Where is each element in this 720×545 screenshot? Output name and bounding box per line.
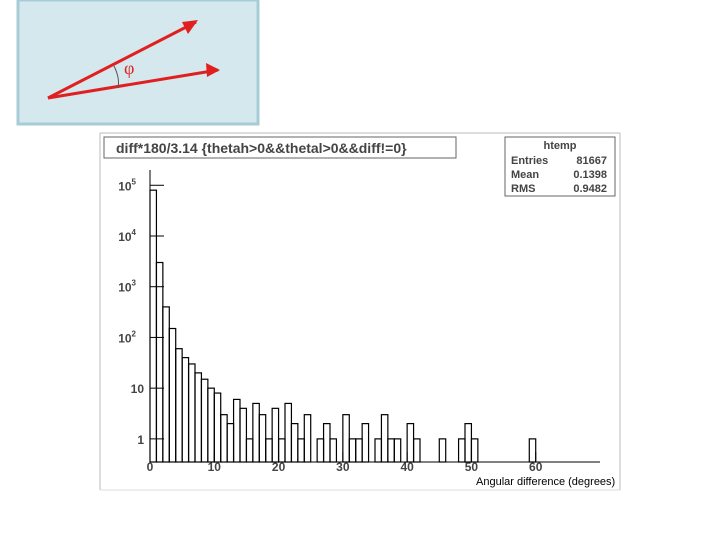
x-axis-title: Angular difference (degrees) bbox=[476, 476, 615, 488]
bin bbox=[265, 438, 273, 463]
bin bbox=[207, 387, 215, 463]
arrow bbox=[47, 68, 219, 100]
bin bbox=[355, 438, 363, 463]
arrow-head bbox=[206, 63, 220, 77]
title-box bbox=[103, 136, 457, 159]
x-tick-label: 30 bbox=[336, 460, 350, 474]
x-tick-label: 20 bbox=[272, 460, 286, 474]
bin bbox=[187, 363, 196, 463]
bin bbox=[213, 392, 222, 463]
y-tick-label: 10 bbox=[131, 382, 145, 396]
stats-value: 81667 bbox=[576, 155, 607, 167]
y-tick-exponent: 2 bbox=[132, 329, 137, 338]
y-tick-base: 10 bbox=[118, 281, 132, 295]
bin bbox=[412, 438, 421, 463]
stats-box bbox=[504, 136, 616, 197]
bin bbox=[470, 438, 479, 463]
bin bbox=[303, 414, 312, 463]
bin bbox=[194, 372, 203, 463]
bin bbox=[348, 438, 357, 463]
y-tick-base: 10 bbox=[118, 230, 132, 244]
x-tick-label: 40 bbox=[400, 460, 414, 474]
bin bbox=[297, 438, 305, 463]
bin bbox=[393, 438, 402, 463]
y-tick-label: 104 bbox=[118, 228, 136, 244]
bin bbox=[322, 423, 331, 463]
stats-name: Mean bbox=[511, 169, 539, 181]
y-tick-exponent: 5 bbox=[132, 177, 137, 186]
bin bbox=[239, 407, 248, 463]
bin bbox=[387, 438, 395, 463]
bin bbox=[175, 348, 183, 463]
stats-value: 0.9482 bbox=[573, 183, 607, 195]
y-tick-base: 10 bbox=[118, 331, 132, 345]
bin bbox=[464, 423, 473, 463]
bin bbox=[380, 414, 389, 463]
y-tick-base: 10 bbox=[118, 179, 132, 193]
bin bbox=[329, 438, 338, 463]
bin bbox=[220, 414, 228, 463]
stats-name: Entries bbox=[511, 155, 548, 167]
y-tick-label: 102 bbox=[118, 329, 136, 345]
bin bbox=[457, 438, 466, 463]
x-tick-label: 0 bbox=[147, 460, 154, 474]
bin bbox=[374, 438, 383, 463]
bin bbox=[181, 357, 190, 463]
bin bbox=[245, 438, 254, 463]
bin bbox=[271, 407, 280, 463]
bin bbox=[168, 327, 177, 463]
bin bbox=[361, 423, 370, 463]
bin bbox=[258, 414, 267, 463]
y-tick-label: 103 bbox=[118, 279, 136, 295]
bin bbox=[528, 438, 537, 463]
chart-title: diff*180/3.14 {thetah>0&&thetal>0&&diff!… bbox=[116, 140, 407, 156]
x-tick-label: 50 bbox=[465, 460, 479, 474]
bin bbox=[406, 423, 415, 463]
bin bbox=[438, 438, 447, 463]
stats-name: RMS bbox=[511, 183, 535, 195]
y-tick-exponent: 3 bbox=[132, 279, 137, 288]
y-tick-label: 1 bbox=[137, 433, 144, 447]
bin bbox=[252, 402, 260, 463]
arrow bbox=[47, 20, 197, 100]
bin bbox=[284, 402, 293, 463]
bin bbox=[316, 438, 325, 463]
bin bbox=[226, 423, 235, 463]
stats-value: 0.1398 bbox=[573, 169, 607, 181]
bin bbox=[155, 261, 164, 463]
stats-title: htemp bbox=[544, 140, 577, 152]
x-tick-label: 10 bbox=[208, 460, 222, 474]
inset-box bbox=[16, 0, 260, 126]
y-tick-exponent: 4 bbox=[132, 228, 137, 237]
y-tick-label: 105 bbox=[118, 177, 136, 193]
bin bbox=[290, 423, 299, 463]
bin bbox=[342, 414, 350, 463]
angle-arc bbox=[113, 65, 119, 89]
x-tick-label: 60 bbox=[529, 460, 543, 474]
bin bbox=[200, 378, 209, 463]
bin bbox=[277, 438, 286, 463]
bin bbox=[232, 398, 241, 463]
bin bbox=[149, 189, 158, 463]
arrow-head bbox=[182, 20, 198, 34]
angle-symbol: φ bbox=[124, 58, 134, 78]
